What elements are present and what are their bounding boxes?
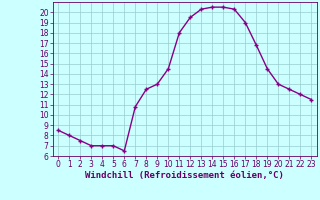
X-axis label: Windchill (Refroidissement éolien,°C): Windchill (Refroidissement éolien,°C) — [85, 171, 284, 180]
